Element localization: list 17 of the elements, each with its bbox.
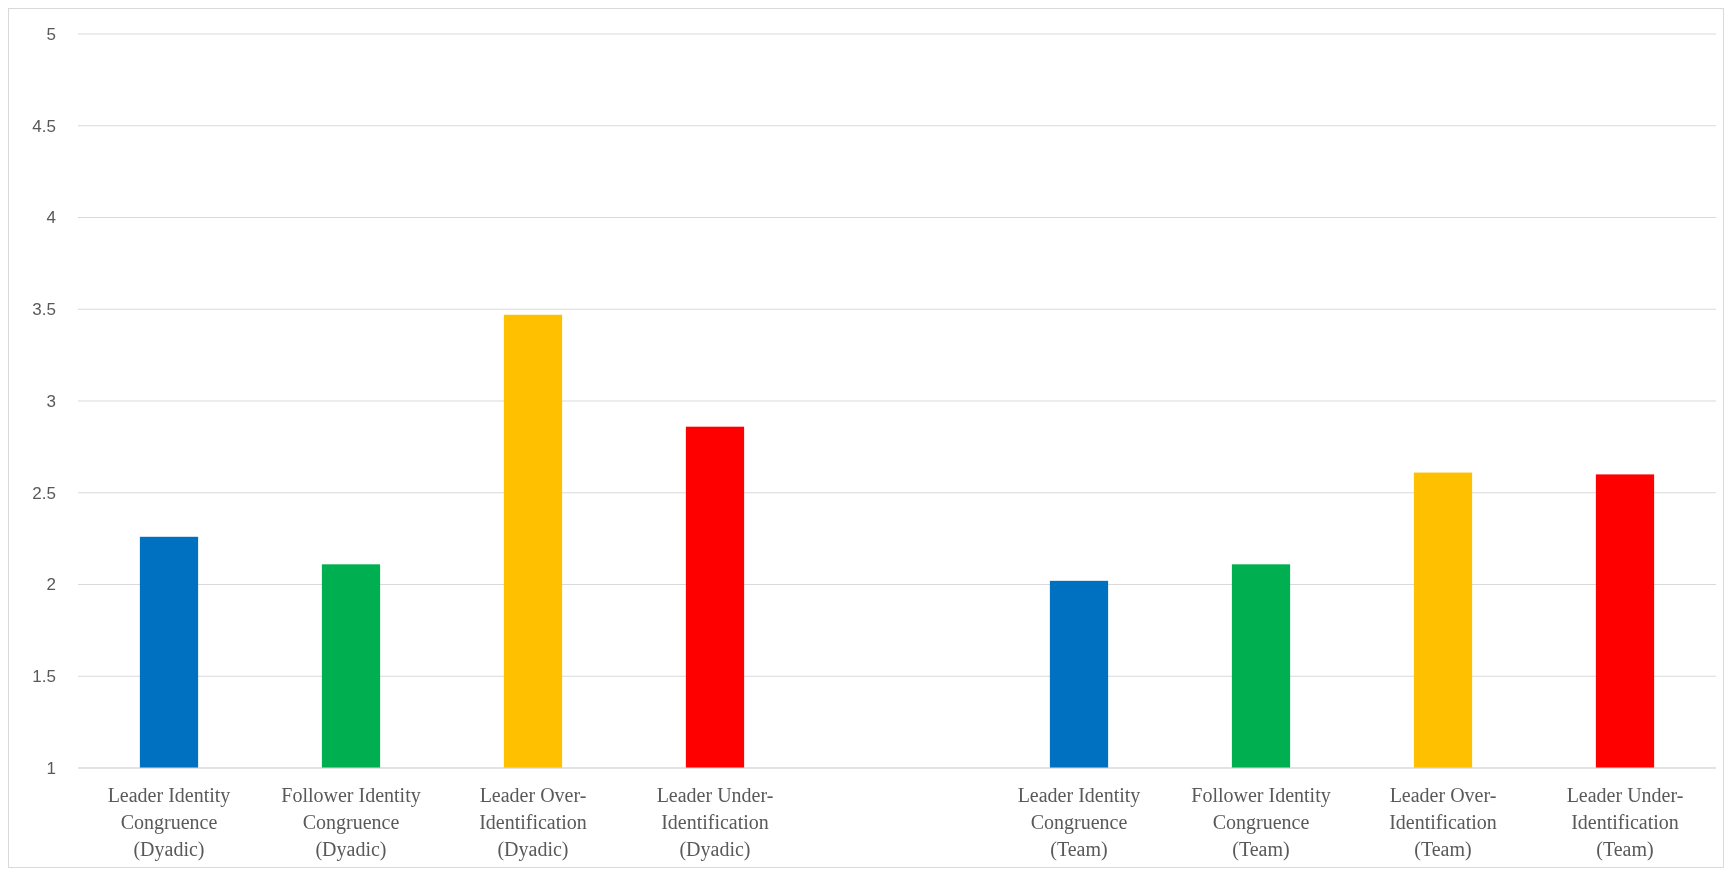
x-tick-label: Leader Under-Identification (Team) [1566,784,1684,861]
x-tick-label: Follower Identity Congruence (Team) [1191,784,1331,861]
y-tick-label: 2.5 [32,483,56,503]
y-tick-label: 4.5 [32,116,56,136]
x-tick-label: Leader Identity Congruence (Team) [1017,784,1141,861]
y-tick-label: 4 [46,208,56,228]
y-tick-label: 1 [46,758,56,778]
x-tick-label: Leader Identity Congruence (Dyadic) [107,784,231,861]
y-tick-label: 2 [46,575,56,595]
x-tick-label: Follower Identity Congruence (Dyadic) [281,784,421,861]
x-tick-label: Leader Over-Identification (Team) [1389,784,1497,861]
y-tick-label: 5 [46,24,56,44]
y-tick-label: 3.5 [32,300,56,320]
y-tick-label: 1.5 [32,667,56,687]
y-tick-label: 3 [46,391,56,411]
x-tick-label: Leader Under-Identification (Dyadic) [656,784,774,861]
x-tick-label: Leader Over-Identification (Dyadic) [479,784,587,861]
